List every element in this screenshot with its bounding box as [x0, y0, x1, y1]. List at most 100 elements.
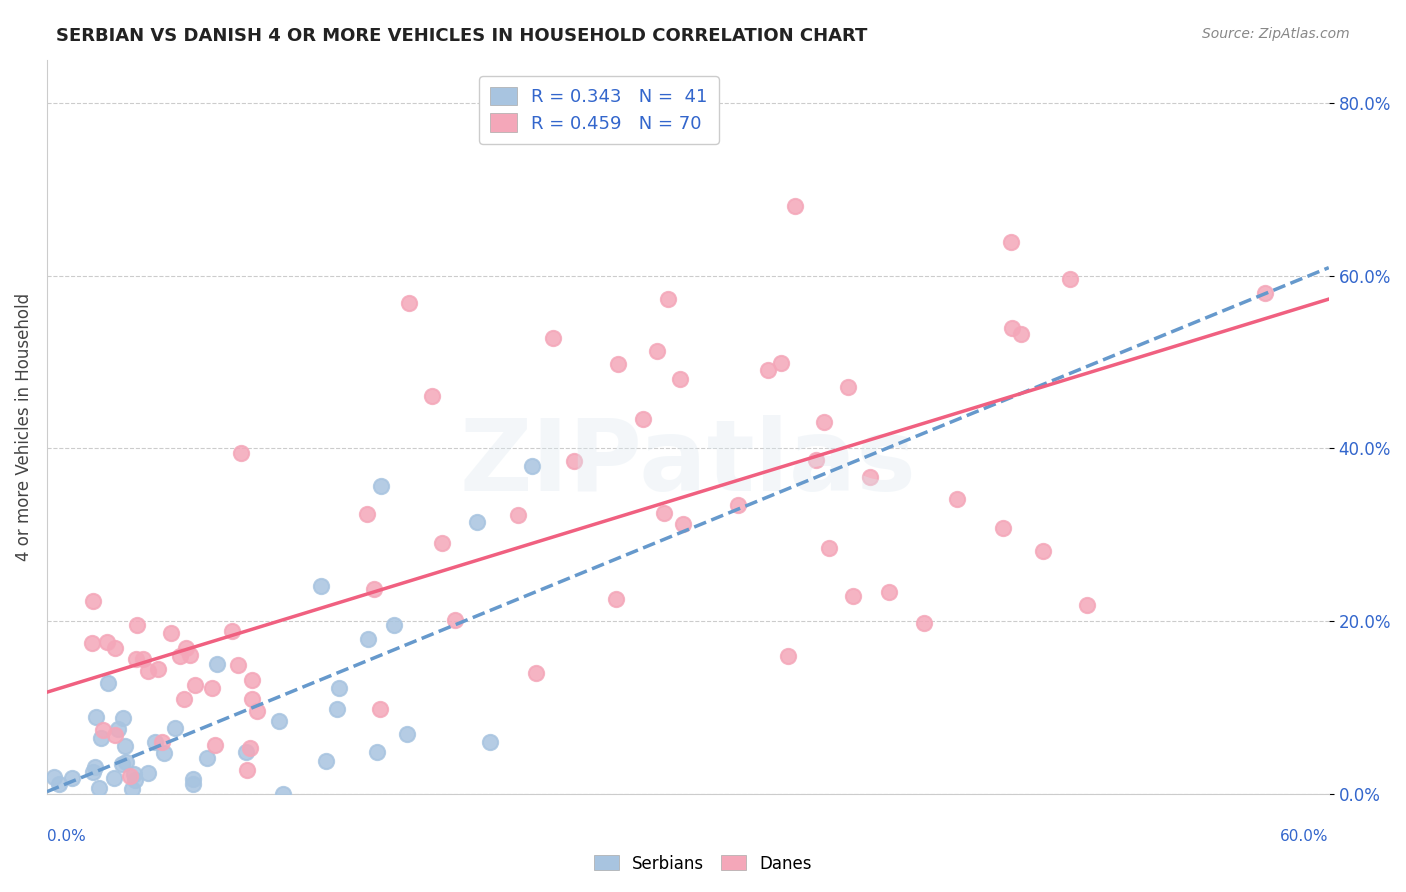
Point	[136, 766, 159, 780]
Text: 0.0%: 0.0%	[46, 830, 86, 845]
Point	[131, 651, 153, 665]
Point	[478, 734, 501, 748]
Point	[82, 764, 104, 779]
Point	[120, 769, 142, 783]
Point	[1001, 320, 1024, 334]
Point	[127, 617, 149, 632]
Legend: Serbians, Danes: Serbians, Danes	[588, 848, 818, 880]
Point	[80, 636, 103, 650]
Point	[382, 618, 405, 632]
Point	[91, 723, 114, 738]
Point	[668, 372, 690, 386]
Point	[420, 389, 443, 403]
Point	[309, 579, 332, 593]
Point	[104, 640, 127, 655]
Point	[562, 454, 585, 468]
Point	[200, 681, 222, 696]
Point	[672, 517, 695, 532]
Point	[114, 739, 136, 754]
Point	[877, 585, 900, 599]
Point	[204, 738, 226, 752]
Point	[804, 452, 827, 467]
Point	[240, 673, 263, 688]
Point	[60, 771, 83, 785]
Point	[181, 776, 204, 790]
Point	[124, 773, 146, 788]
Point	[153, 746, 176, 760]
Point	[240, 692, 263, 706]
Point	[124, 652, 146, 666]
Text: 60.0%: 60.0%	[1281, 830, 1329, 845]
Text: SERBIAN VS DANISH 4 OR MORE VEHICLES IN HOUSEHOLD CORRELATION CHART: SERBIAN VS DANISH 4 OR MORE VEHICLES IN …	[56, 27, 868, 45]
Point	[82, 594, 104, 608]
Point	[813, 415, 835, 429]
Point	[543, 331, 565, 345]
Point	[84, 760, 107, 774]
Point	[605, 591, 627, 606]
Point	[465, 515, 488, 529]
Point	[143, 734, 166, 748]
Point	[506, 508, 529, 523]
Point	[778, 649, 800, 664]
Point	[111, 711, 134, 725]
Point	[235, 745, 257, 759]
Point	[769, 356, 792, 370]
Point	[207, 657, 229, 671]
Point	[111, 756, 134, 771]
Point	[184, 678, 207, 692]
Point	[246, 704, 269, 718]
Point	[357, 632, 380, 646]
Point	[97, 676, 120, 690]
Point	[136, 664, 159, 678]
Point	[370, 478, 392, 492]
Point	[398, 296, 420, 310]
Point	[368, 702, 391, 716]
Point	[430, 536, 453, 550]
Point	[229, 446, 252, 460]
Point	[236, 764, 259, 778]
Point	[756, 362, 779, 376]
Point	[328, 681, 350, 695]
Point	[1253, 285, 1275, 300]
Point	[181, 772, 204, 787]
Point	[356, 507, 378, 521]
Point	[842, 589, 865, 603]
Point	[239, 741, 262, 756]
Point	[84, 710, 107, 724]
Point	[1010, 327, 1032, 342]
Point	[1032, 544, 1054, 558]
Point	[524, 666, 547, 681]
Point	[631, 412, 654, 426]
Point	[657, 292, 679, 306]
Point	[607, 357, 630, 371]
Point	[818, 541, 841, 555]
Point	[174, 640, 197, 655]
Point	[48, 777, 70, 791]
Point	[325, 702, 347, 716]
Point	[267, 714, 290, 728]
Point	[363, 582, 385, 597]
Point	[991, 521, 1014, 535]
Point	[366, 745, 388, 759]
Point	[150, 735, 173, 749]
Point	[179, 648, 201, 662]
Point	[114, 755, 136, 769]
Point	[221, 624, 243, 638]
Point	[1059, 272, 1081, 286]
Point	[197, 751, 219, 765]
Y-axis label: 4 or more Vehicles in Household: 4 or more Vehicles in Household	[15, 293, 32, 561]
Point	[271, 787, 294, 801]
Point	[315, 754, 337, 768]
Point	[783, 199, 806, 213]
Point	[87, 781, 110, 796]
Point	[90, 731, 112, 745]
Legend: R = 0.343   N =  41, R = 0.459   N = 70: R = 0.343 N = 41, R = 0.459 N = 70	[479, 76, 718, 144]
Point	[169, 648, 191, 663]
Point	[946, 491, 969, 506]
Point	[652, 506, 675, 520]
Point	[522, 458, 544, 473]
Point	[122, 767, 145, 781]
Point	[103, 771, 125, 785]
Point	[859, 470, 882, 484]
Point	[121, 781, 143, 796]
